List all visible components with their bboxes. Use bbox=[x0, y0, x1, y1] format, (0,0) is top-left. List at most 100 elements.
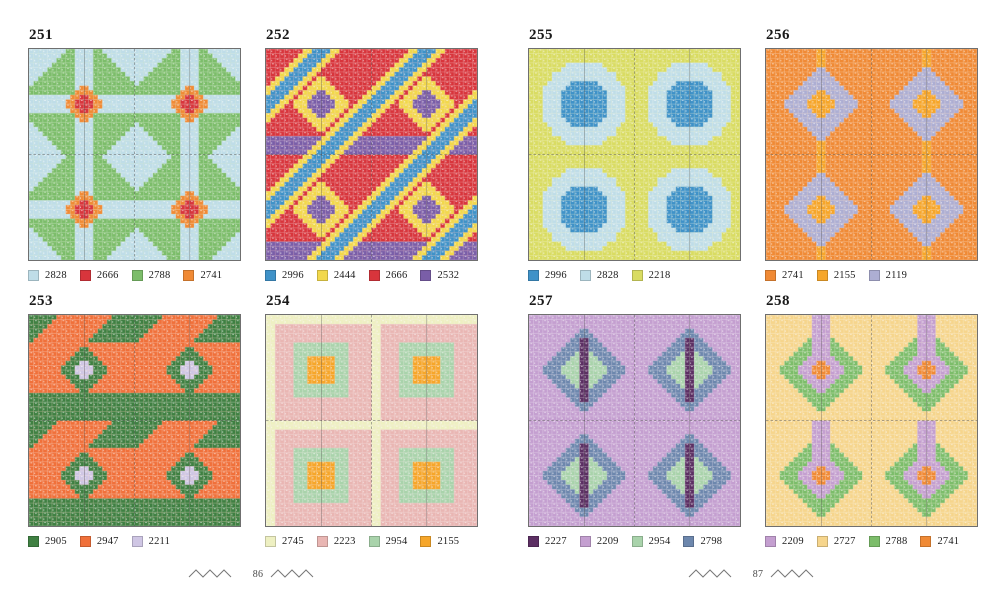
pattern-canvas bbox=[529, 315, 740, 526]
legend-item: 2119 bbox=[868, 270, 907, 281]
chart-number: 253 bbox=[29, 293, 53, 309]
pattern-grid bbox=[765, 48, 978, 261]
legend-swatch-icon bbox=[868, 270, 880, 281]
color-legend: 2996 2828 2218 bbox=[528, 270, 741, 281]
legend-color-code: 2211 bbox=[148, 536, 171, 547]
legend-swatch-icon bbox=[131, 270, 143, 281]
legend-color-code: 2209 bbox=[596, 536, 619, 547]
legend-swatch-icon bbox=[265, 536, 276, 547]
pattern-chart-256: 256 2741 2155 2119 bbox=[765, 28, 978, 281]
zigzag-icon bbox=[270, 569, 314, 578]
legend-color-code: 2218 bbox=[648, 270, 671, 281]
legend-color-code: 2155 bbox=[437, 536, 460, 547]
legend-color-code: 2828 bbox=[45, 270, 67, 281]
legend-color-code: 2155 bbox=[833, 270, 856, 281]
legend-item: 2444 bbox=[316, 270, 356, 281]
pattern-canvas bbox=[29, 49, 240, 260]
legend-swatch-icon bbox=[631, 270, 643, 281]
zigzag-icon bbox=[770, 569, 814, 578]
legend-swatch-icon bbox=[368, 270, 380, 281]
legend-item: 2741 bbox=[765, 270, 804, 281]
legend-color-code: 2741 bbox=[937, 536, 960, 547]
legend-color-code: 2954 bbox=[385, 536, 408, 547]
legend-swatch-icon bbox=[528, 536, 539, 547]
legend-item: 2947 bbox=[79, 536, 119, 547]
legend-item: 2532 bbox=[420, 270, 459, 281]
legend-item: 2798 bbox=[683, 536, 722, 547]
legend-item: 2223 bbox=[316, 536, 356, 547]
chart-number: 256 bbox=[766, 27, 790, 43]
footer-right: 87 bbox=[648, 568, 868, 580]
legend-item: 2218 bbox=[631, 270, 671, 281]
legend-swatch-icon bbox=[868, 536, 880, 547]
legend-item: 2666 bbox=[368, 270, 408, 281]
pattern-grid bbox=[265, 314, 478, 527]
pattern-chart-257: 257 2227 2209 2954 2798 bbox=[528, 294, 741, 547]
pattern-chart-255: 255 2996 2828 2218 bbox=[528, 28, 741, 281]
legend-swatch-icon bbox=[528, 270, 539, 281]
pattern-canvas bbox=[766, 49, 977, 260]
pattern-chart-251: 251 2828 2666 2788 2741 bbox=[28, 28, 241, 281]
legend-item: 2828 bbox=[579, 270, 619, 281]
legend-color-code: 2223 bbox=[333, 536, 356, 547]
legend-color-code: 2996 bbox=[545, 270, 567, 281]
legend-swatch-icon bbox=[420, 270, 432, 281]
pattern-grid bbox=[28, 314, 241, 527]
legend-item: 2828 bbox=[28, 270, 67, 281]
color-legend: 2209 2727 2788 2741 bbox=[765, 536, 978, 547]
legend-item: 2209 bbox=[579, 536, 619, 547]
pattern-grid bbox=[28, 48, 241, 261]
color-legend: 2996 2444 2666 2532 bbox=[265, 270, 478, 281]
chart-number: 258 bbox=[766, 293, 790, 309]
pattern-canvas bbox=[266, 49, 477, 260]
pattern-canvas bbox=[29, 315, 240, 526]
color-legend: 2828 2666 2788 2741 bbox=[28, 270, 241, 281]
legend-color-code: 2227 bbox=[545, 536, 567, 547]
legend-color-code: 2996 bbox=[282, 270, 304, 281]
pattern-canvas bbox=[529, 49, 740, 260]
legend-swatch-icon bbox=[920, 536, 932, 547]
legend-swatch-icon bbox=[765, 270, 776, 281]
legend-item: 2788 bbox=[131, 270, 171, 281]
legend-swatch-icon bbox=[28, 270, 39, 281]
pattern-chart-258: 258 2209 2727 2788 2741 bbox=[765, 294, 978, 547]
legend-item: 2727 bbox=[816, 536, 856, 547]
legend-color-code: 2666 bbox=[96, 270, 119, 281]
pattern-grid bbox=[528, 314, 741, 527]
legend-swatch-icon bbox=[79, 270, 91, 281]
legend-swatch-icon bbox=[28, 536, 39, 547]
legend-swatch-icon bbox=[183, 270, 195, 281]
color-legend: 2227 2209 2954 2798 bbox=[528, 536, 741, 547]
legend-item: 2996 bbox=[265, 270, 304, 281]
zigzag-icon bbox=[188, 569, 232, 578]
color-legend: 2745 2223 2954 2155 bbox=[265, 536, 478, 547]
legend-color-code: 2905 bbox=[45, 536, 67, 547]
legend-swatch-icon bbox=[131, 536, 143, 547]
legend-color-code: 2828 bbox=[596, 270, 619, 281]
page-number-left: 86 bbox=[252, 568, 264, 580]
legend-swatch-icon bbox=[765, 536, 776, 547]
legend-swatch-icon bbox=[579, 270, 591, 281]
legend-item: 2788 bbox=[868, 536, 908, 547]
legend-color-code: 2954 bbox=[648, 536, 671, 547]
legend-color-code: 2798 bbox=[700, 536, 723, 547]
footer-left: 86 bbox=[148, 568, 368, 580]
legend-item: 2155 bbox=[420, 536, 459, 547]
legend-color-code: 2788 bbox=[885, 536, 908, 547]
chart-number: 251 bbox=[29, 27, 53, 43]
legend-color-code: 2444 bbox=[333, 270, 356, 281]
legend-swatch-icon bbox=[265, 270, 276, 281]
pattern-canvas bbox=[766, 315, 977, 526]
legend-swatch-icon bbox=[579, 536, 591, 547]
legend-item: 2745 bbox=[265, 536, 304, 547]
legend-swatch-icon bbox=[316, 270, 328, 281]
legend-swatch-icon bbox=[631, 536, 643, 547]
pattern-grid bbox=[265, 48, 478, 261]
legend-color-code: 2666 bbox=[385, 270, 408, 281]
color-legend: 2905 2947 2211 bbox=[28, 536, 241, 547]
pattern-grid bbox=[765, 314, 978, 527]
legend-item: 2227 bbox=[528, 536, 567, 547]
page-number-right: 87 bbox=[752, 568, 764, 580]
legend-color-code: 2947 bbox=[96, 536, 119, 547]
